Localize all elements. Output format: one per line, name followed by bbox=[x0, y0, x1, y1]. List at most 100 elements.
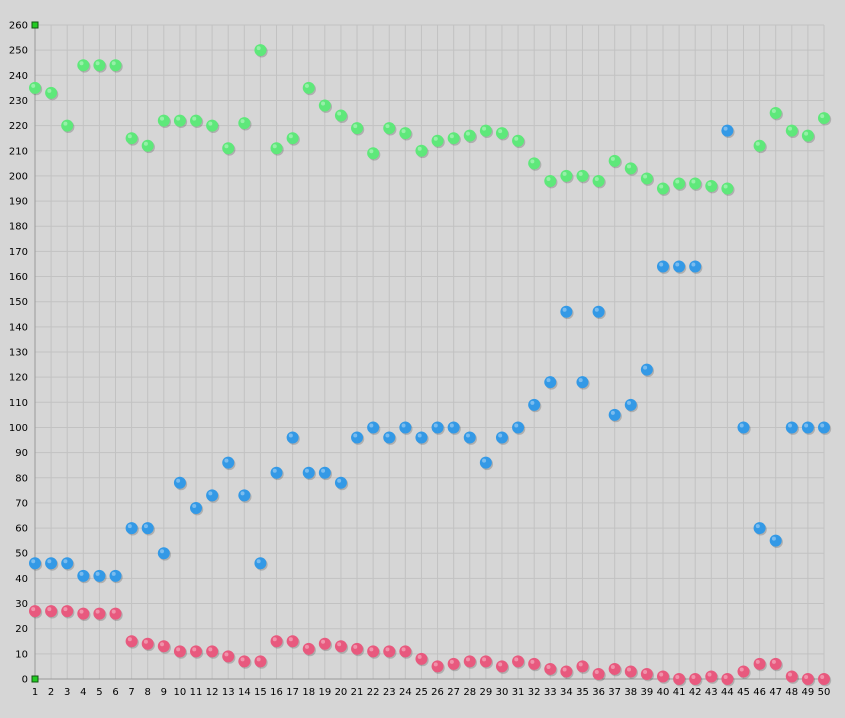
data-point[interactable] bbox=[818, 673, 830, 685]
data-point[interactable] bbox=[576, 169, 589, 182]
data-point[interactable] bbox=[302, 466, 315, 479]
data-point[interactable] bbox=[560, 169, 573, 182]
data-point[interactable] bbox=[463, 655, 476, 668]
data-point[interactable] bbox=[785, 124, 798, 137]
data-point[interactable] bbox=[125, 635, 138, 648]
data-point[interactable] bbox=[29, 81, 41, 94]
data-point[interactable] bbox=[479, 456, 492, 469]
data-point[interactable] bbox=[286, 431, 299, 444]
data-point[interactable] bbox=[383, 645, 396, 658]
data-point[interactable] bbox=[431, 421, 444, 434]
data-point[interactable] bbox=[769, 657, 782, 670]
data-point[interactable] bbox=[157, 114, 170, 127]
data-point[interactable] bbox=[673, 260, 686, 273]
data-point[interactable] bbox=[173, 476, 186, 489]
data-point[interactable] bbox=[173, 645, 186, 658]
data-point[interactable] bbox=[705, 670, 718, 683]
data-point[interactable] bbox=[463, 431, 476, 444]
data-point[interactable] bbox=[818, 421, 830, 434]
data-point[interactable] bbox=[479, 124, 492, 137]
data-point[interactable] bbox=[608, 662, 621, 675]
data-point[interactable] bbox=[383, 122, 396, 135]
data-point[interactable] bbox=[302, 81, 315, 94]
data-point[interactable] bbox=[157, 547, 170, 560]
data-point[interactable] bbox=[769, 534, 782, 547]
data-point[interactable] bbox=[415, 431, 428, 444]
data-point[interactable] bbox=[141, 637, 154, 650]
data-point[interactable] bbox=[334, 476, 347, 489]
data-point[interactable] bbox=[431, 660, 444, 673]
data-point[interactable] bbox=[351, 431, 364, 444]
data-point[interactable] bbox=[673, 673, 686, 685]
data-point[interactable] bbox=[351, 122, 364, 135]
data-point[interactable] bbox=[576, 376, 589, 389]
data-point[interactable] bbox=[222, 650, 235, 663]
data-point[interactable] bbox=[544, 376, 557, 389]
data-point[interactable] bbox=[721, 673, 734, 685]
data-point[interactable] bbox=[528, 157, 541, 170]
data-point[interactable] bbox=[270, 142, 283, 155]
data-point[interactable] bbox=[753, 139, 766, 152]
data-point[interactable] bbox=[753, 657, 766, 670]
data-point[interactable] bbox=[592, 174, 605, 187]
data-point[interactable] bbox=[318, 99, 331, 112]
data-point[interactable] bbox=[431, 134, 444, 147]
data-point[interactable] bbox=[61, 119, 74, 132]
data-point[interactable] bbox=[222, 456, 235, 469]
data-point[interactable] bbox=[109, 59, 122, 72]
data-point[interactable] bbox=[190, 645, 203, 658]
data-point[interactable] bbox=[190, 114, 203, 127]
data-point[interactable] bbox=[238, 117, 251, 130]
data-point[interactable] bbox=[656, 182, 669, 195]
data-point[interactable] bbox=[109, 569, 122, 582]
data-point[interactable] bbox=[785, 670, 798, 683]
data-point[interactable] bbox=[447, 657, 460, 670]
data-point[interactable] bbox=[512, 134, 525, 147]
data-point[interactable] bbox=[495, 660, 508, 673]
data-point[interactable] bbox=[254, 557, 267, 570]
data-point[interactable] bbox=[544, 662, 557, 675]
data-point[interactable] bbox=[640, 363, 653, 376]
data-point[interactable] bbox=[254, 44, 267, 57]
data-point[interactable] bbox=[528, 657, 541, 670]
data-point[interactable] bbox=[29, 605, 41, 618]
data-point[interactable] bbox=[238, 489, 251, 502]
data-point[interactable] bbox=[495, 431, 508, 444]
data-point[interactable] bbox=[640, 667, 653, 680]
data-point[interactable] bbox=[238, 655, 251, 668]
data-point[interactable] bbox=[544, 174, 557, 187]
data-point[interactable] bbox=[737, 665, 750, 678]
data-point[interactable] bbox=[93, 607, 106, 620]
data-point[interactable] bbox=[286, 635, 299, 648]
data-point[interactable] bbox=[77, 59, 90, 72]
data-point[interactable] bbox=[125, 132, 138, 145]
data-point[interactable] bbox=[29, 557, 41, 570]
data-point[interactable] bbox=[640, 172, 653, 185]
data-point[interactable] bbox=[721, 182, 734, 195]
data-point[interactable] bbox=[801, 129, 814, 142]
data-point[interactable] bbox=[737, 421, 750, 434]
data-point[interactable] bbox=[190, 501, 203, 514]
data-point[interactable] bbox=[109, 607, 122, 620]
data-point[interactable] bbox=[270, 635, 283, 648]
data-point[interactable] bbox=[512, 655, 525, 668]
data-point[interactable] bbox=[206, 119, 219, 132]
data-point[interactable] bbox=[495, 127, 508, 140]
data-point[interactable] bbox=[753, 522, 766, 535]
data-point[interactable] bbox=[624, 665, 637, 678]
data-point[interactable] bbox=[141, 139, 154, 152]
data-point[interactable] bbox=[399, 645, 412, 658]
data-point[interactable] bbox=[721, 124, 734, 137]
data-point[interactable] bbox=[61, 605, 74, 618]
data-point[interactable] bbox=[608, 408, 621, 421]
data-point[interactable] bbox=[61, 557, 74, 570]
data-point[interactable] bbox=[447, 421, 460, 434]
data-point[interactable] bbox=[560, 665, 573, 678]
data-point[interactable] bbox=[608, 154, 621, 167]
data-point[interactable] bbox=[383, 431, 396, 444]
data-point[interactable] bbox=[367, 645, 380, 658]
data-point[interactable] bbox=[689, 260, 702, 273]
data-point[interactable] bbox=[656, 260, 669, 273]
data-point[interactable] bbox=[93, 569, 106, 582]
data-point[interactable] bbox=[689, 177, 702, 190]
